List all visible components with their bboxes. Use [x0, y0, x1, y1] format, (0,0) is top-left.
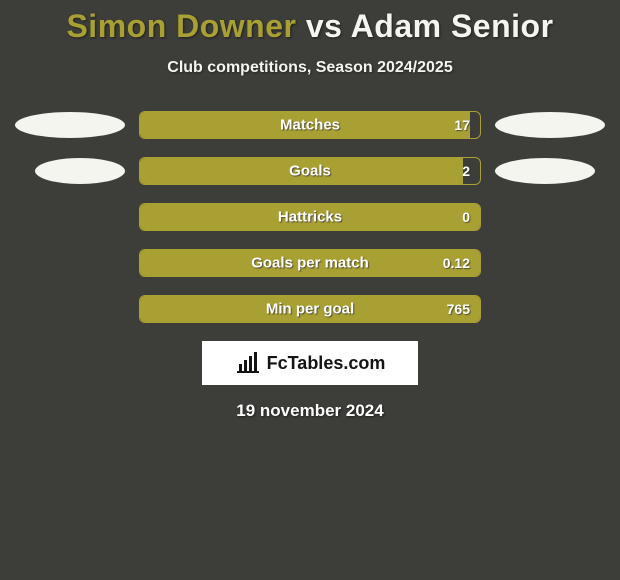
brand-inner: FcTables.com — [235, 352, 386, 374]
comparison-panel: Simon Downer vs Adam Senior Club competi… — [0, 0, 620, 421]
brand-badge[interactable]: FcTables.com — [202, 341, 418, 385]
stat-bar-matches: Matches 17 — [139, 111, 481, 139]
stat-bar-hattricks: Hattricks 0 — [139, 203, 481, 231]
player1-name: Simon Downer — [66, 8, 296, 44]
stat-value: 0.12 — [443, 255, 470, 271]
player1-marker — [15, 112, 125, 138]
stat-value: 765 — [447, 301, 470, 317]
stat-bar-gpm: Goals per match 0.12 — [139, 249, 481, 277]
stat-label: Goals — [289, 163, 331, 180]
stat-label: Hattricks — [278, 209, 342, 226]
stat-bar-goals: Goals 2 — [139, 157, 481, 185]
stat-row: Hattricks 0 — [0, 203, 620, 231]
stat-label: Matches — [280, 117, 340, 134]
subtitle: Club competitions, Season 2024/2025 — [0, 59, 620, 77]
chart-bars-icon — [235, 352, 261, 374]
date-label: 19 november 2024 — [0, 401, 620, 421]
brand-text: FcTables.com — [267, 353, 386, 374]
player2-marker — [495, 158, 595, 184]
stat-value: 17 — [454, 117, 470, 133]
stat-row: Min per goal 765 — [0, 295, 620, 323]
player1-marker — [35, 158, 125, 184]
vs-label: vs — [306, 8, 343, 44]
stat-row: Matches 17 — [0, 111, 620, 139]
stat-value: 2 — [462, 163, 470, 179]
stat-bar-mpg: Min per goal 765 — [139, 295, 481, 323]
player2-marker — [495, 112, 605, 138]
stat-label: Goals per match — [251, 255, 369, 272]
player2-name: Adam Senior — [351, 8, 554, 44]
page-title: Simon Downer vs Adam Senior — [0, 8, 620, 45]
stat-row: Goals 2 — [0, 157, 620, 185]
stat-row: Goals per match 0.12 — [0, 249, 620, 277]
stat-value: 0 — [462, 209, 470, 225]
stat-label: Min per goal — [266, 301, 354, 318]
stats-area: Matches 17 Goals 2 Hattricks 0 — [0, 111, 620, 323]
